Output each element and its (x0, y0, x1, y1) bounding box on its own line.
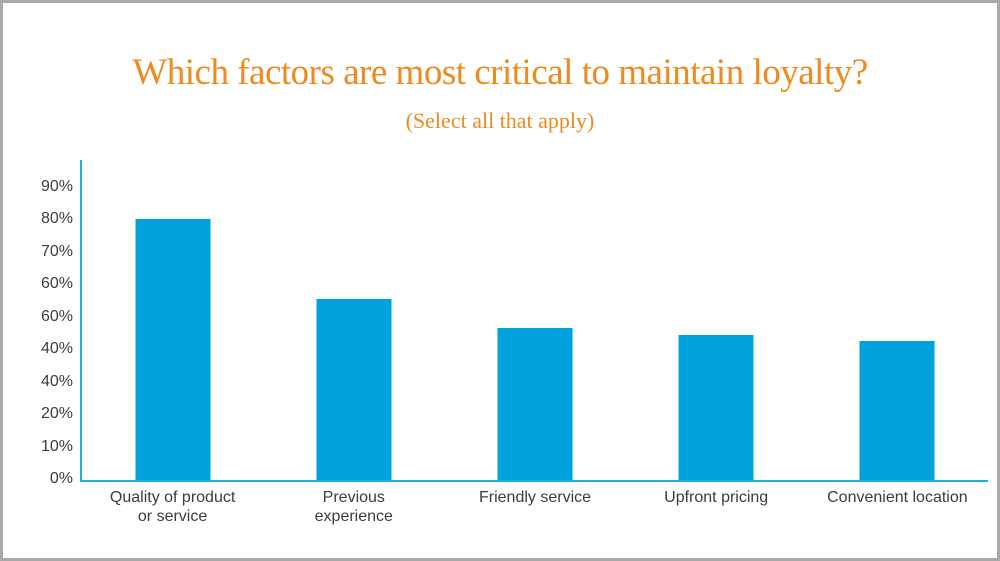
y-tick-label: 60% (40, 275, 73, 293)
bar-category-label: Quality of product or service (109, 489, 236, 525)
bar-category-label: Previous experience (314, 489, 393, 525)
y-tick-label: 80% (40, 210, 73, 228)
y-tick-label: 70% (40, 242, 73, 260)
bar (316, 298, 392, 480)
bar-category-label: Upfront pricing (664, 489, 769, 506)
y-tick-label: 40% (40, 340, 73, 358)
y-tick-label: 90% (40, 178, 73, 195)
chart-title: Which factors are most critical to maint… (132, 52, 868, 93)
y-tick-label: 10% (40, 437, 73, 455)
bar (135, 219, 211, 480)
y-tick-label: 40% (40, 372, 73, 390)
plot-area: 90% 80% 70% 60% 60% 40% 40% 20% 10% 0% Quality of … (41, 160, 988, 525)
bar-category-label: Convenient location (827, 489, 968, 506)
bar (859, 341, 935, 480)
bar (497, 328, 573, 480)
bar-category-label: Friendly service (478, 489, 592, 506)
chart-subtitle: (Select all that apply) (405, 108, 595, 133)
y-tick-label: 60% (40, 307, 73, 325)
y-tick-label: 0% (49, 470, 73, 488)
bar (678, 334, 754, 480)
y-tick-label: 20% (40, 405, 73, 423)
